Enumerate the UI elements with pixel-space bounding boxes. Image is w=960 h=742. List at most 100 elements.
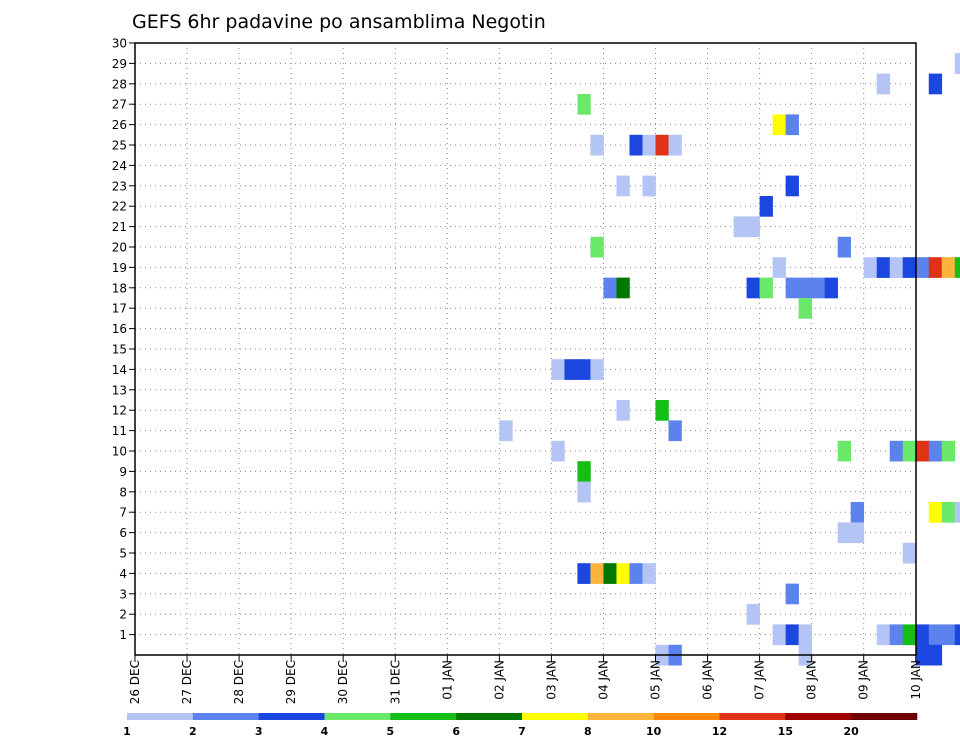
data-cell [785, 624, 799, 646]
x-tick-label: 06 JAN [701, 660, 715, 700]
data-cell [772, 257, 786, 278]
legend-label: 3 [255, 725, 263, 738]
data-cell [759, 196, 773, 217]
y-tick-label: 17 [112, 302, 127, 316]
data-cells [499, 53, 960, 666]
data-cell [616, 277, 630, 299]
legend-swatch [851, 713, 918, 720]
y-tick-label: 5 [119, 547, 127, 561]
data-cell [954, 624, 960, 646]
x-tick-label: 02 JAN [492, 660, 506, 700]
data-cell [499, 420, 513, 442]
legend-label: 10 [646, 725, 662, 738]
data-cell [902, 624, 917, 646]
data-cell [577, 481, 591, 503]
x-tick-label: 27 DEC [180, 660, 194, 704]
legend-label: 12 [712, 725, 727, 738]
x-tick-label: 30 DEC [336, 660, 350, 704]
legend-label: 8 [584, 725, 592, 738]
legend-label: 5 [387, 725, 395, 738]
data-cell [889, 257, 904, 278]
data-cell [655, 134, 669, 156]
data-cell [876, 624, 891, 646]
data-cell [915, 440, 930, 462]
data-cell [941, 502, 956, 523]
legend-swatch [258, 713, 325, 720]
data-cell [616, 400, 630, 421]
legend-label: 7 [518, 725, 526, 738]
legend-swatch [456, 713, 523, 720]
data-cell [603, 563, 617, 584]
legend-swatch [653, 713, 720, 720]
x-tick-label: 03 JAN [544, 660, 558, 700]
data-cell [954, 257, 960, 278]
data-cell [668, 134, 682, 156]
data-cell [863, 257, 878, 278]
data-cell [785, 175, 799, 197]
y-tick-label: 10 [112, 445, 127, 459]
data-cell [785, 277, 799, 299]
y-tick-label: 3 [119, 587, 127, 601]
data-cell [551, 359, 565, 380]
data-cell [876, 73, 891, 95]
data-cell [928, 624, 943, 646]
y-tick-label: 25 [112, 139, 127, 153]
data-cell [590, 359, 604, 380]
x-tick-label: 05 JAN [649, 660, 663, 700]
data-cell [733, 216, 747, 238]
y-tick-label: 30 [112, 37, 127, 51]
data-cell [915, 644, 930, 666]
y-tick-label: 7 [119, 506, 127, 520]
y-tick-label: 19 [112, 261, 127, 275]
data-cell [746, 277, 760, 299]
legend-label: 4 [321, 725, 329, 738]
y-tick-label: 12 [112, 404, 127, 418]
data-cell [928, 257, 943, 278]
data-cell [954, 53, 960, 74]
data-cell [837, 522, 851, 544]
data-cell [915, 257, 930, 278]
legend-label: 2 [189, 725, 197, 738]
data-cell [941, 440, 956, 462]
y-tick-label: 8 [119, 485, 127, 499]
data-cell [954, 502, 960, 523]
data-cell [850, 522, 864, 544]
x-tick-label: 09 JAN [857, 660, 871, 700]
data-cell [551, 440, 565, 462]
y-tick-label: 20 [112, 241, 127, 255]
data-cell [850, 502, 864, 523]
data-cell [590, 134, 604, 156]
x-tick-label: 08 JAN [805, 660, 819, 700]
legend-swatch [127, 713, 194, 720]
data-cell [902, 542, 917, 564]
data-cell [655, 400, 669, 421]
y-tick-label: 2 [119, 608, 127, 622]
y-tick-label: 28 [112, 77, 127, 91]
data-cell [941, 624, 956, 646]
y-tick-label: 14 [112, 363, 127, 377]
y-tick-label: 4 [119, 567, 127, 581]
data-cell [642, 563, 656, 584]
data-cell [577, 461, 591, 482]
x-axis: 26 DEC 27 DEC 28 DEC 29 DEC 30 DEC 31 DEC 01 J… [128, 655, 923, 704]
data-cell [785, 583, 799, 605]
data-cell [577, 563, 591, 584]
legend-swatch [192, 713, 259, 720]
data-cell [837, 440, 851, 462]
data-cell [590, 563, 604, 584]
y-tick-label: 26 [112, 118, 127, 132]
data-cell [577, 359, 591, 380]
data-cell [772, 114, 786, 136]
legend-swatch [390, 713, 457, 720]
x-tick-label: 26 DEC [128, 660, 142, 704]
data-cell [902, 257, 917, 278]
y-tick-label: 18 [112, 281, 127, 295]
data-cell [928, 440, 943, 462]
data-cell [590, 236, 604, 258]
data-cell [642, 134, 656, 156]
y-tick-label: 1 [119, 628, 127, 642]
data-cell [642, 175, 656, 197]
y-tick-label: 23 [112, 179, 127, 193]
data-cell [616, 563, 630, 584]
y-tick-label: 11 [112, 424, 127, 438]
